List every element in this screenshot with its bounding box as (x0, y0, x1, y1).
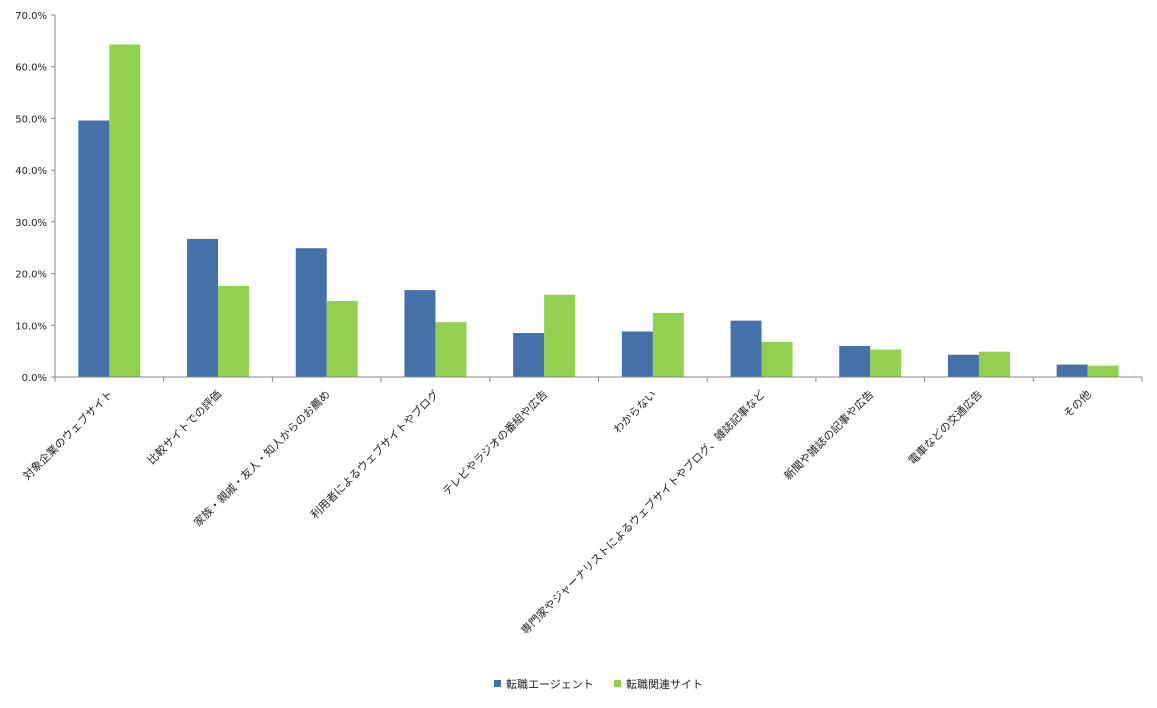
bar-s0-c8 (947, 354, 979, 377)
bar-s1-c3 (435, 322, 467, 377)
x-axis-ticks: 対象企業のウェブサイト 比較サイトでの評価家族・親戚・友人・知人からのお薦め利用者… (20, 377, 1143, 637)
bar-s0-c9 (1056, 364, 1088, 377)
x-tick-label: テレビやラジオの番組や広告 (440, 388, 550, 498)
bar-s1-c2 (326, 300, 358, 377)
y-tick-label: 30.0% (15, 218, 47, 229)
y-tick-label: 40.0% (15, 166, 47, 177)
bar-s1-c0 (109, 44, 141, 377)
bar-s0-c1 (187, 238, 219, 377)
legend-label-0: 転職エージェント (506, 678, 594, 691)
x-tick-label: 対象企業のウェブサイト (20, 387, 115, 482)
legend: 転職エージェント 転職関連サイト (494, 677, 703, 691)
x-tick-label: わからない (611, 388, 659, 436)
bar-s0-c3 (404, 290, 436, 377)
bar-s0-c5 (621, 331, 653, 377)
y-tick-label: 0.0% (22, 373, 47, 384)
bar-s0-c2 (295, 248, 327, 377)
x-tick-label: 専門家やジャーナリストによるウェブサイトやブログ、雑誌記事など (518, 387, 768, 637)
x-tick-label: 電車などの交通広告 (905, 387, 985, 467)
y-tick-label: 60.0% (15, 63, 47, 74)
legend-swatch-0 (494, 680, 501, 687)
bar-s1-c7 (870, 349, 902, 377)
bar-s1-c4 (544, 294, 576, 377)
y-tick-label: 50.0% (15, 114, 47, 125)
y-tick-label: 70.0% (15, 11, 47, 22)
legend-label-1: 転職関連サイト (626, 677, 703, 691)
bar-s0-c0 (78, 120, 110, 377)
y-axis-ticks: 0.0% 10.0% 20.0% 30.0% 40.0% 50.0% 60.0% 70.0% (15, 11, 55, 384)
x-tick-label: 比較サイトでの評価 (144, 387, 224, 467)
bar-s1-c5 (652, 312, 684, 377)
bar-s1-c1 (218, 285, 250, 377)
bar-s1-c8 (978, 351, 1010, 377)
x-tick-label: 新聞や雑誌の記事や広告 (781, 387, 876, 482)
x-tick-label: 利用者によるウェブサイトやブログ (307, 387, 441, 521)
bar-s1-c6 (761, 341, 793, 377)
bar-s0-c6 (730, 320, 762, 377)
y-tick-label: 20.0% (15, 270, 47, 281)
legend-swatch-1 (614, 680, 621, 687)
bar-s0-c4 (513, 333, 545, 377)
bars-layer (78, 44, 1119, 377)
bar-s0-c7 (839, 345, 871, 377)
y-tick-label: 10.0% (15, 321, 47, 332)
bar-s1-c9 (1087, 365, 1119, 377)
x-tick-label: その他 (1061, 388, 1094, 421)
